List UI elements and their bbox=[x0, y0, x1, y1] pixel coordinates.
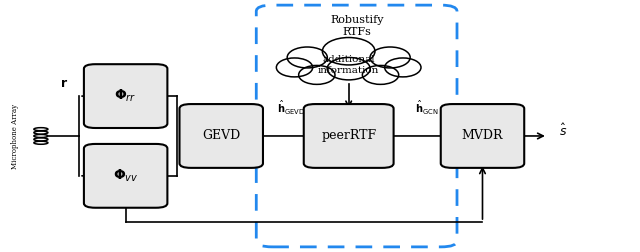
Ellipse shape bbox=[327, 57, 370, 80]
Ellipse shape bbox=[299, 66, 335, 84]
Text: $\boldsymbol{\Phi}_{rr}$: $\boldsymbol{\Phi}_{rr}$ bbox=[115, 88, 137, 104]
Ellipse shape bbox=[276, 58, 313, 77]
Text: MVDR: MVDR bbox=[461, 130, 503, 142]
Ellipse shape bbox=[362, 66, 399, 84]
Ellipse shape bbox=[385, 58, 421, 77]
Text: peerRTF: peerRTF bbox=[321, 130, 376, 142]
Ellipse shape bbox=[287, 47, 327, 68]
Ellipse shape bbox=[34, 138, 48, 141]
Text: $\boldsymbol{\Phi}_{vv}$: $\boldsymbol{\Phi}_{vv}$ bbox=[113, 168, 138, 184]
Text: $\mathbf{r}$: $\mathbf{r}$ bbox=[60, 77, 68, 90]
Ellipse shape bbox=[34, 135, 48, 138]
Text: $\hat{\mathbf{h}}_{\mathrm{GEVD}}$: $\hat{\mathbf{h}}_{\mathrm{GEVD}}$ bbox=[277, 99, 305, 117]
Ellipse shape bbox=[370, 47, 410, 68]
Ellipse shape bbox=[34, 141, 48, 144]
Ellipse shape bbox=[34, 128, 48, 131]
FancyBboxPatch shape bbox=[304, 104, 394, 168]
Ellipse shape bbox=[34, 131, 48, 134]
Text: GEVD: GEVD bbox=[202, 130, 241, 142]
FancyBboxPatch shape bbox=[441, 104, 524, 168]
Text: Robustify
RTFs: Robustify RTFs bbox=[330, 15, 384, 37]
Text: $\hat{s}$: $\hat{s}$ bbox=[559, 123, 567, 139]
Text: additional
information: additional information bbox=[318, 55, 380, 75]
FancyBboxPatch shape bbox=[84, 144, 168, 208]
Text: Microphone Array: Microphone Array bbox=[12, 103, 19, 169]
Ellipse shape bbox=[323, 38, 375, 65]
FancyBboxPatch shape bbox=[179, 104, 263, 168]
FancyBboxPatch shape bbox=[84, 64, 168, 128]
Text: $\hat{\mathbf{h}}_{\mathrm{GCN}}$: $\hat{\mathbf{h}}_{\mathrm{GCN}}$ bbox=[415, 99, 439, 117]
